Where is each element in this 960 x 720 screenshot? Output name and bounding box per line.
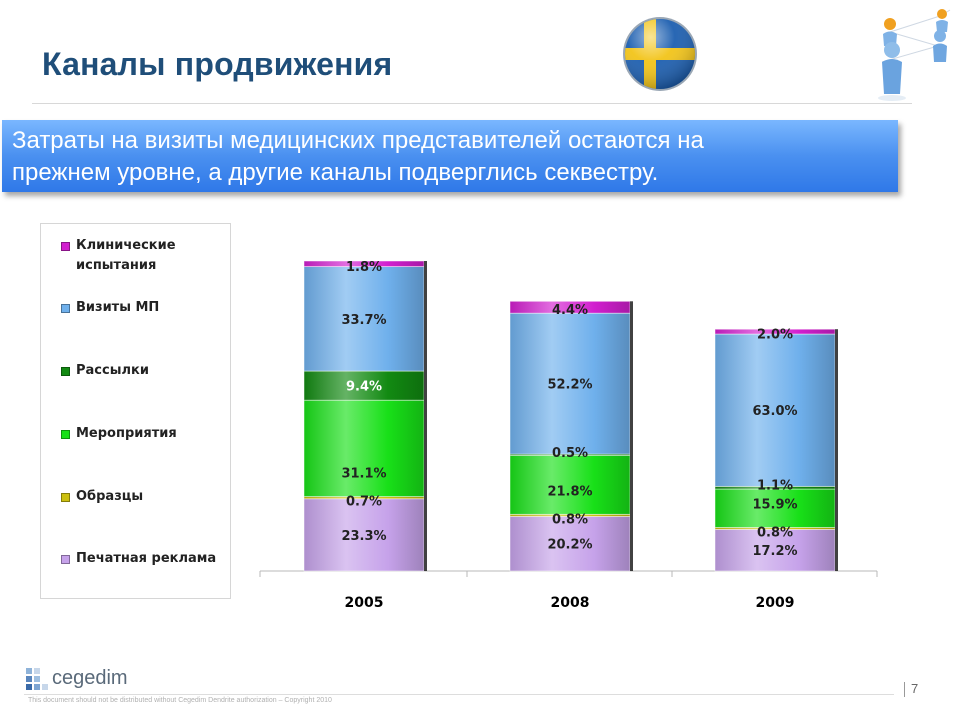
- legend-swatch-clinical: [61, 242, 70, 251]
- bar-segment-events-2005: [303, 399, 425, 498]
- bar-segment-print-2008: [509, 516, 631, 572]
- data-label: 20.2%: [547, 538, 592, 553]
- legend-label: Образцы: [76, 489, 144, 504]
- bar-shadow-2009: [835, 329, 838, 571]
- legend-label: Печатная реклама: [76, 551, 217, 566]
- legend-swatch-visits: [61, 304, 70, 313]
- page-number: 7: [911, 681, 919, 696]
- bar-segment-mailings-2005: [303, 370, 425, 401]
- data-label: 0.7%: [346, 495, 382, 510]
- footer-divider: [24, 694, 894, 695]
- data-label: 9.4%: [346, 380, 382, 395]
- data-label: 23.3%: [341, 529, 386, 544]
- footer-copyright-note: This document should not be distributed …: [28, 697, 332, 704]
- legend-label: Клинические испытания: [76, 238, 176, 273]
- page-title: Каналы продвижения: [42, 46, 393, 82]
- data-label: 52.2%: [547, 378, 592, 393]
- bar-segment-visits-2008: [509, 312, 631, 455]
- bar-segment-events-2009: [714, 488, 836, 528]
- legend-swatch-mailings: [61, 367, 70, 376]
- legend-label: Визиты МП: [76, 300, 160, 315]
- title-divider: [32, 103, 912, 104]
- data-label: 4.4%: [552, 303, 588, 318]
- x-tick-label: 2009: [756, 595, 795, 611]
- data-label: 17.2%: [752, 544, 797, 559]
- data-label: 2.0%: [757, 328, 793, 343]
- sweden-flag-icon: [623, 17, 697, 91]
- legend-swatch-events: [61, 430, 70, 439]
- banner-line-2: прежнем уровне, а другие каналы подвергл…: [12, 159, 659, 186]
- x-tick-label: 2008: [551, 595, 590, 611]
- chart-legend: Клинические испытания Визиты МП Рассылки…: [40, 223, 231, 599]
- data-label: 0.8%: [552, 512, 588, 527]
- data-label: 63.0%: [752, 404, 797, 419]
- bar-shadow-2005: [424, 261, 427, 571]
- legend-label: Мероприятия: [76, 426, 177, 441]
- headline-banner: Затраты на визиты медицинских представит…: [2, 120, 898, 192]
- legend-label: Рассылки: [76, 363, 149, 378]
- data-label: 1.8%: [346, 260, 382, 275]
- data-label: 31.1%: [341, 467, 386, 482]
- legend-swatch-samples: [61, 493, 70, 502]
- data-label: 21.8%: [547, 484, 592, 499]
- bar-shadow-2008: [630, 301, 633, 571]
- bar-segment-events-2008: [509, 455, 631, 515]
- data-label: 0.8%: [757, 525, 793, 540]
- bar-segment-print-2009: [714, 529, 836, 572]
- footer-brand: cegedim: [52, 667, 128, 689]
- people-network-icon: [878, 9, 951, 101]
- banner-line-1: Затраты на визиты медицинских представит…: [12, 127, 704, 154]
- data-label: 33.7%: [341, 313, 386, 328]
- data-label: 15.9%: [752, 497, 797, 512]
- page-number-separator: [904, 682, 905, 697]
- data-label: 0.5%: [552, 446, 588, 461]
- data-label: 1.1%: [757, 478, 793, 493]
- legend-swatch-print: [61, 555, 70, 564]
- x-tick-label: 2005: [345, 595, 384, 611]
- cegedim-logo-icon: [26, 668, 48, 690]
